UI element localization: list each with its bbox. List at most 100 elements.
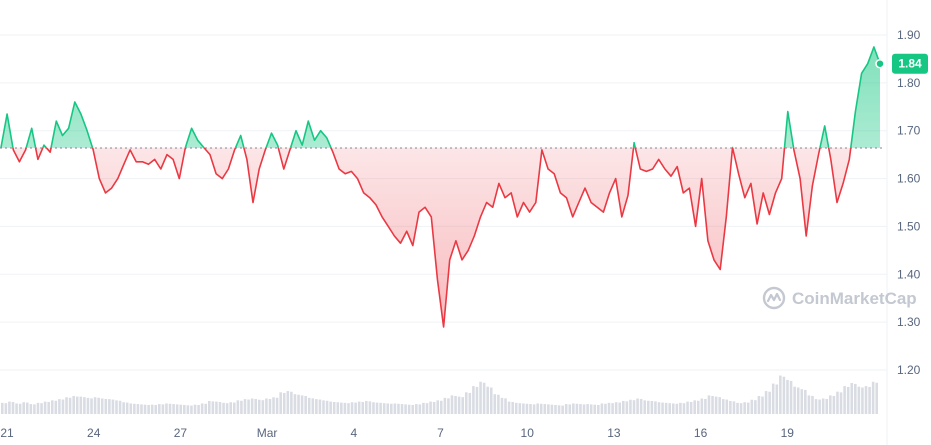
volume-bar: [343, 402, 347, 414]
price-line: [0, 46, 881, 328]
volume-bar: [696, 400, 700, 414]
volume-bar: [793, 386, 796, 414]
volume-bar: [579, 404, 582, 414]
volume-bar: [8, 401, 11, 414]
volume-bar: [11, 401, 15, 414]
volume-bar: [457, 396, 461, 414]
volume-bar: [468, 392, 472, 414]
volume-bar: [425, 403, 429, 414]
volume-bar: [618, 402, 622, 414]
volume-bar: [108, 399, 111, 414]
volume-bar: [771, 383, 775, 414]
volume-bar: [675, 403, 679, 414]
volume-bar: [397, 403, 400, 414]
volume-bar: [429, 401, 432, 414]
volume-bar: [464, 392, 468, 414]
volume-bar: [83, 397, 86, 414]
volume-bar: [100, 398, 104, 414]
volume-bar: [386, 403, 390, 414]
volume-bar: [190, 405, 193, 414]
volume-bar: [732, 401, 736, 414]
volume-bar: [479, 381, 482, 414]
volume-bar: [122, 402, 125, 414]
volume-bar: [447, 398, 450, 414]
y-tick-label: 1.60: [897, 172, 921, 186]
x-tick-label: 10: [521, 426, 535, 440]
volume-bar: [133, 403, 136, 414]
volume-bar: [622, 400, 625, 414]
volume-bar: [668, 403, 671, 414]
volume-bar: [746, 402, 750, 414]
x-tick-label: 4: [350, 426, 357, 440]
volume-bar: [775, 384, 779, 414]
volume-bar: [689, 401, 693, 414]
volume-bar: [354, 402, 357, 414]
volume-bar: [743, 402, 746, 414]
volume-bar: [418, 404, 422, 414]
volume-bar: [236, 400, 240, 414]
volume-bar: [229, 402, 232, 414]
volume-bar: [129, 403, 133, 414]
volume-bar: [518, 403, 522, 414]
y-tick-label: 1.20: [897, 363, 921, 377]
volume-bar: [222, 402, 225, 414]
volume-bar: [600, 403, 604, 414]
volume-bar: [175, 404, 179, 414]
volume-bar: [240, 400, 243, 414]
volume-bar: [211, 401, 215, 414]
y-tick-label: 1.70: [897, 124, 921, 138]
x-tick-label: 16: [694, 426, 708, 440]
volume-bar: [275, 397, 279, 414]
volume-bar: [243, 399, 247, 414]
volume-bar: [664, 402, 668, 414]
volume-bar: [147, 404, 150, 414]
volume-bar: [704, 398, 707, 414]
volume-bar: [547, 404, 550, 414]
volume-bar: [504, 398, 507, 414]
volume-bar: [796, 387, 800, 414]
volume-bar: [15, 403, 18, 414]
volume-bar: [186, 405, 190, 414]
volume-bar: [404, 404, 407, 414]
y-tick-label: 1.80: [897, 76, 921, 90]
volume-bar: [208, 400, 211, 414]
volume-bar: [65, 397, 68, 414]
volume-bar: [643, 400, 647, 414]
volume-bar: [86, 397, 90, 414]
volume-bar: [154, 404, 158, 414]
volume-bar: [165, 403, 168, 414]
volume-bar: [829, 395, 832, 414]
volume-bar: [489, 387, 493, 414]
volume-bar: [604, 403, 607, 414]
volume-bar: [400, 404, 404, 414]
volume-bar: [393, 403, 397, 414]
volume-bar: [514, 402, 518, 414]
volume-bar: [564, 404, 568, 414]
volume-bar: [375, 402, 379, 414]
volume-bar: [707, 395, 711, 414]
volume-bar: [47, 401, 50, 414]
volume-bar: [268, 398, 272, 414]
volume-bar: [368, 401, 372, 414]
volume-bar: [25, 402, 29, 414]
volume-bar: [814, 399, 818, 414]
x-tick-label: 19: [781, 426, 795, 440]
volume-bar: [179, 404, 183, 414]
volume-bar: [372, 402, 375, 414]
volume-bar: [789, 380, 793, 414]
volume-bar: [739, 403, 743, 414]
volume-bar: [432, 401, 436, 414]
volume-bar: [140, 404, 143, 414]
volume-bar: [440, 400, 443, 414]
volume-bar: [279, 392, 282, 414]
volume-bar: [686, 401, 689, 414]
volume-bar: [125, 402, 129, 414]
volume-bar: [4, 403, 8, 414]
volume-bar: [650, 400, 654, 414]
volume-bar: [721, 399, 725, 414]
price-badge-bg: [892, 53, 928, 74]
volume-bar: [700, 398, 704, 414]
x-tick-label: 27: [174, 426, 188, 440]
volume-bar: [632, 400, 636, 414]
volume-bar: [311, 398, 315, 414]
